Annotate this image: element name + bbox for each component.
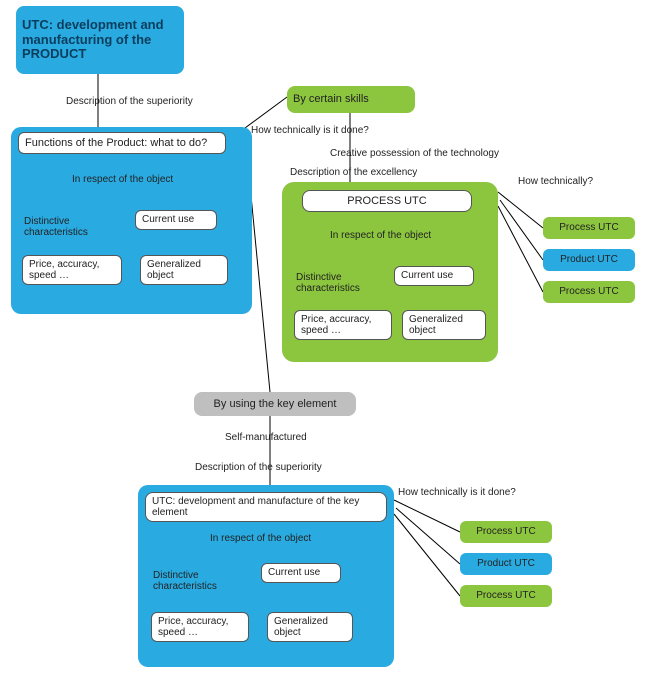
node-box_price2: Price, accuracy, speed … [294, 310, 392, 340]
diagram-canvas: { "diagram": { "type": "flowchart", "bac… [0, 0, 649, 675]
label-desc_sup2: Description of the superiority [195, 462, 322, 473]
node-side1_proc: Process UTC [543, 217, 635, 239]
label-desc_exc: Description of the excellency [290, 167, 417, 178]
label-creative: Creative possession of the technology [330, 148, 499, 159]
node-box_dist2: Distinctive characteristics [290, 269, 378, 297]
node-box_curr2: Current use [394, 266, 474, 286]
node-box_gen1: Generalized object [140, 255, 228, 285]
label-how_tech1: How technically is it done? [251, 125, 369, 136]
node-panel_skill_green: By certain skills [287, 86, 415, 113]
node-box_curr1: Current use [135, 210, 217, 230]
node-box_price1: Price, accuracy, speed … [22, 255, 122, 285]
node-side1_proc2: Process UTC [543, 281, 635, 303]
label-in_resp2: In respect of the object [330, 230, 431, 241]
node-box_utc_key: UTC: development and manufacture of the … [145, 492, 387, 522]
node-box_key_grey: By using the key element [194, 392, 356, 416]
label-how_tech2: How technically is it done? [398, 487, 516, 498]
label-self_man: Self-manufactured [225, 432, 307, 443]
node-box_gen2: Generalized object [402, 310, 486, 340]
node-box_functions: Functions of the Product: what to do? [18, 132, 226, 154]
label-in_resp1: In respect of the object [72, 174, 173, 185]
node-side2_prod: Product UTC [460, 553, 552, 575]
node-box_curr3: Current use [261, 563, 341, 583]
node-box_gen3: Generalized object [267, 612, 353, 642]
node-side1_prod: Product UTC [543, 249, 635, 271]
node-panel_top_blue: UTC: development and manufacturing of th… [16, 6, 184, 74]
node-box_dist3: Distinctive characteristics [147, 567, 235, 595]
node-box_dist1: Distinctive characteristics [18, 213, 106, 241]
node-side2_proc2: Process UTC [460, 585, 552, 607]
node-side2_proc: Process UTC [460, 521, 552, 543]
node-box_price3: Price, accuracy, speed … [151, 612, 249, 642]
label-how_tech_s: How technically? [518, 176, 593, 187]
label-desc_sup1: Description of the superiority [66, 96, 193, 107]
label-in_resp3: In respect of the object [210, 533, 311, 544]
node-box_process: PROCESS UTC [302, 190, 472, 212]
